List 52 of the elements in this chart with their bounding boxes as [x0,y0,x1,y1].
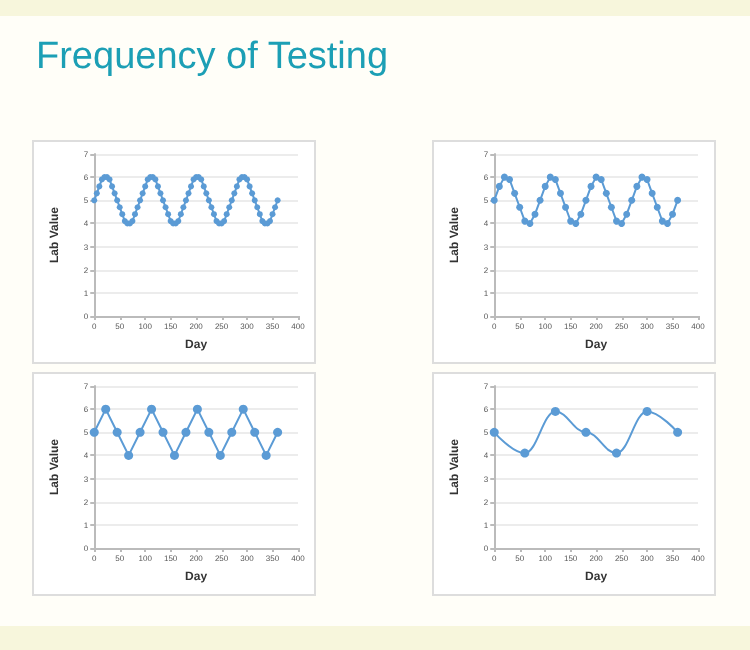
point [204,427,214,437]
point [250,427,260,437]
point [587,182,595,190]
point [577,210,585,218]
point [618,219,626,227]
point [602,189,610,197]
point [158,427,168,437]
point [526,219,534,227]
point [238,404,248,414]
point [495,182,503,190]
point [550,406,560,416]
point [511,189,519,197]
point [597,175,605,183]
point [536,196,544,204]
point [215,450,225,460]
point [192,404,202,414]
point [273,427,283,437]
point [628,196,636,204]
point [169,450,179,460]
point [124,450,134,460]
chart-title: Frequency of Testing [36,36,389,80]
point [673,427,683,437]
point [520,448,530,458]
point [135,427,145,437]
point [506,175,514,183]
point [556,189,564,197]
point [633,182,641,190]
point [607,203,615,211]
point [227,427,237,437]
point [489,427,499,437]
point [642,406,652,416]
point [181,427,191,437]
point [551,175,559,183]
point [623,210,631,218]
point [653,203,661,211]
point [572,219,580,227]
point [582,196,590,204]
point [147,404,157,414]
point [89,427,99,437]
point [669,210,677,218]
point [101,404,111,414]
point [648,189,656,197]
point [674,196,682,204]
point [562,203,570,211]
point [643,175,651,183]
point [663,219,671,227]
point [581,427,591,437]
point [261,450,271,460]
point [612,448,621,458]
point [541,182,549,190]
point [112,427,122,437]
point [516,203,524,211]
